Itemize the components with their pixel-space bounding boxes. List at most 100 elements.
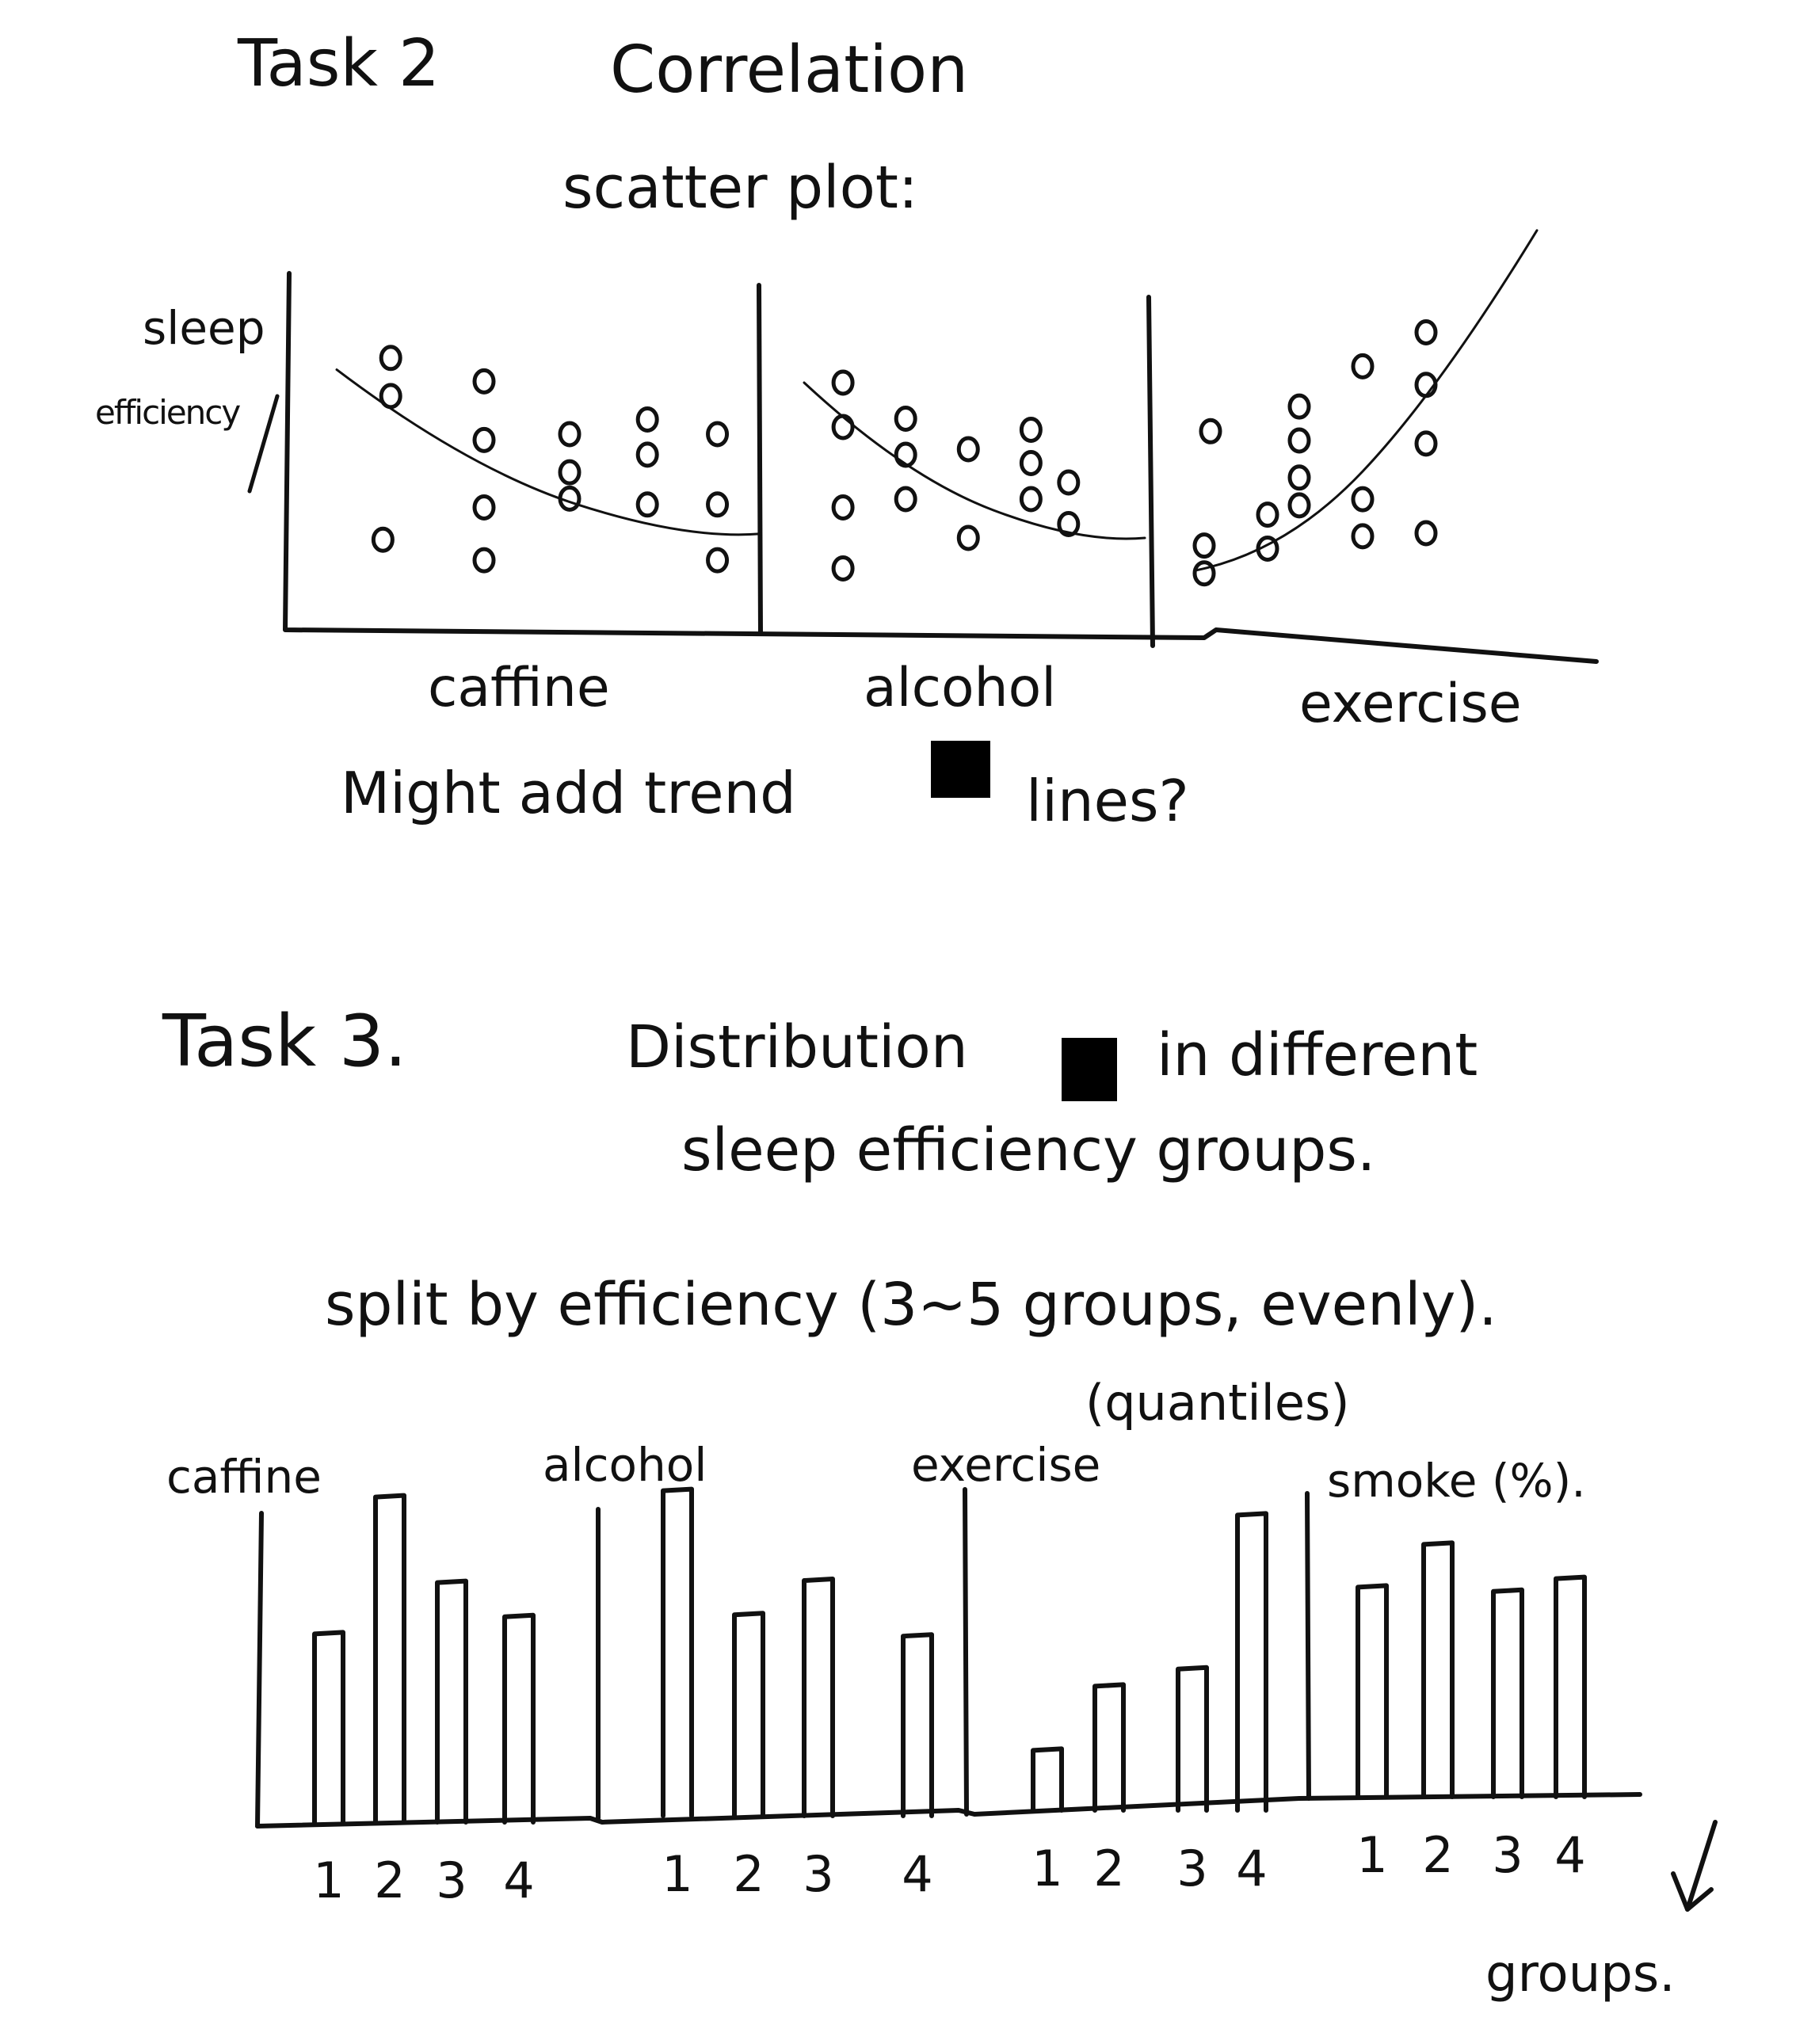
scatter-point <box>558 459 582 486</box>
scatter-point <box>1414 520 1438 547</box>
scatter-point <box>1057 511 1081 537</box>
bar <box>1421 1540 1455 1799</box>
trend-note-end: lines? <box>1026 768 1189 834</box>
bar-tick-label: 2 <box>733 1845 764 1903</box>
trend-line <box>1195 229 1539 572</box>
scatter-xlabel-caffine: caffine <box>428 657 610 719</box>
scatter-point <box>894 406 917 432</box>
scatter-point <box>706 421 730 448</box>
bar-tick-label: 1 <box>1356 1826 1387 1884</box>
bar <box>1235 1511 1268 1813</box>
task2-heading: Task 2 <box>238 26 440 101</box>
task3-title-end: in different <box>1157 1021 1478 1089</box>
groups-label: groups. <box>1485 1945 1676 2004</box>
bar <box>1491 1587 1524 1799</box>
scatter-point <box>956 524 980 551</box>
scatter-point <box>1019 486 1043 513</box>
task3-title-line2: sleep efficiency groups. <box>681 1116 1376 1184</box>
redaction-box <box>931 741 990 798</box>
scatter-point <box>1019 417 1043 443</box>
scatter-point <box>1287 427 1311 454</box>
bar-tick-label: 2 <box>1093 1840 1124 1897</box>
scatter-point <box>558 421 582 448</box>
bar <box>1092 1682 1126 1813</box>
scatter-point <box>635 441 659 468</box>
bar-tick-label: 3 <box>803 1845 833 1903</box>
scatter-point <box>1287 393 1311 420</box>
scatter-point <box>1192 560 1216 587</box>
scatter-point <box>1414 430 1438 457</box>
scatter-xlabel-exercise: exercise <box>1299 673 1522 735</box>
bar-tick-label: 2 <box>374 1851 405 1909</box>
scatter-point <box>635 406 659 433</box>
trend-line <box>803 381 1146 540</box>
scatter-point <box>1351 353 1375 379</box>
scatter-ylabel-line2: efficiency <box>95 393 241 432</box>
scatter-point <box>706 547 730 574</box>
bar-title-caffine: caffine <box>166 1450 322 1504</box>
bar <box>802 1577 835 1818</box>
scatter-point <box>472 426 496 453</box>
task3-title-start: Distribution <box>626 1013 968 1081</box>
bar-tick-label: 4 <box>1236 1840 1267 1897</box>
scatter-point <box>1287 464 1311 491</box>
bar <box>502 1612 536 1825</box>
scatter-point <box>1256 501 1279 528</box>
scatter-point <box>472 368 496 395</box>
split-note: split by efficiency (3~5 groups, evenly)… <box>325 1271 1497 1339</box>
bar <box>732 1611 765 1818</box>
bar-tick-label: 1 <box>662 1845 692 1903</box>
bar-tick-label: 4 <box>902 1845 932 1903</box>
bar-title-alcohol: alcohol <box>543 1438 707 1492</box>
bar <box>901 1632 934 1818</box>
scatter-point <box>706 491 730 518</box>
bar <box>373 1493 406 1825</box>
bar-tick-label: 1 <box>313 1851 344 1909</box>
scatter-point <box>1414 319 1438 345</box>
scatter-point <box>1057 469 1081 496</box>
arrow-down-icon <box>1671 1820 1718 1912</box>
scatter-point <box>635 491 659 518</box>
bar-tick-label: 3 <box>1176 1840 1207 1897</box>
bar-title-exercise: exercise <box>911 1438 1101 1492</box>
scatter-point <box>894 441 917 468</box>
bar <box>1554 1574 1587 1799</box>
bar <box>1356 1583 1389 1799</box>
scatter-point <box>472 547 496 574</box>
bar-tick-label: 2 <box>1422 1826 1453 1884</box>
scatter-point <box>1351 486 1375 513</box>
scatter-point <box>472 494 496 521</box>
bar <box>435 1578 468 1825</box>
scatter-point <box>1199 418 1222 444</box>
scatter-point <box>371 526 395 553</box>
scatter-xlabel-alcohol: alcohol <box>864 657 1057 719</box>
trend-note-start: Might add trend <box>341 760 796 826</box>
scatter-point <box>956 436 980 463</box>
scatter-point <box>1287 492 1311 519</box>
bar-axes <box>255 1487 1642 1829</box>
scatter-point <box>831 555 855 582</box>
scatter-marks <box>335 229 1539 587</box>
quantiles-note: (quantiles) <box>1085 1374 1350 1432</box>
bar <box>661 1486 694 1818</box>
bar-tick-label: 1 <box>1031 1840 1062 1897</box>
bar <box>312 1630 345 1825</box>
scatter-axes <box>247 271 1599 664</box>
scatter-ylabel-line1: sleep <box>143 301 265 355</box>
bar <box>1031 1746 1064 1813</box>
bar-tick-label: 4 <box>503 1851 534 1909</box>
scatter-point <box>1192 532 1216 559</box>
redaction-box <box>1062 1038 1117 1101</box>
task2-subtitle: scatter plot: <box>562 154 918 222</box>
trend-line <box>335 368 762 536</box>
bar-tick-label: 3 <box>436 1851 467 1909</box>
bar-title-smoke: smoke (%). <box>1327 1454 1586 1508</box>
scatter-point <box>831 414 855 440</box>
task2-title: Correlation <box>610 32 969 108</box>
scatter-point <box>831 369 855 396</box>
bar-tick-label: 3 <box>1492 1826 1523 1884</box>
bar-tick-label: 4 <box>1554 1826 1585 1884</box>
scatter-point <box>894 486 917 513</box>
